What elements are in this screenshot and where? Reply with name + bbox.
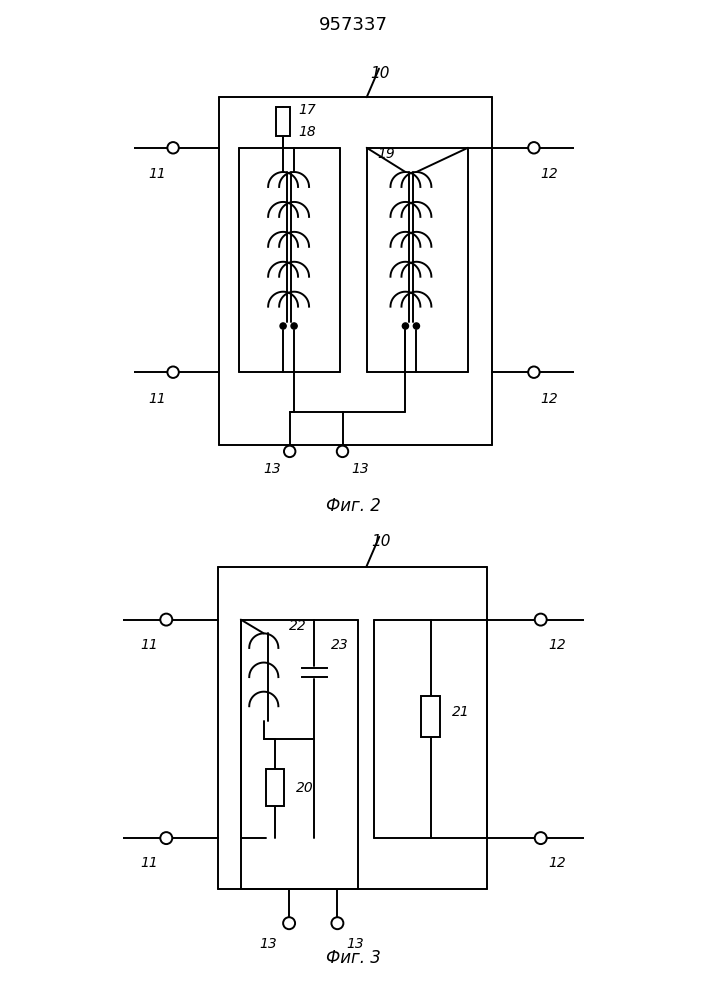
- Text: 13: 13: [346, 937, 364, 951]
- Text: 11: 11: [149, 167, 167, 181]
- Circle shape: [168, 142, 179, 154]
- Text: 12: 12: [540, 392, 558, 406]
- Circle shape: [160, 832, 173, 844]
- Text: 17: 17: [298, 103, 316, 117]
- Text: Фиг. 3: Фиг. 3: [326, 949, 381, 967]
- Text: 20: 20: [296, 780, 314, 794]
- Text: Фиг. 2: Фиг. 2: [326, 497, 381, 515]
- Text: 10: 10: [370, 66, 390, 81]
- Circle shape: [160, 614, 173, 626]
- Circle shape: [402, 323, 409, 329]
- Text: 19: 19: [378, 147, 395, 161]
- Circle shape: [291, 323, 297, 329]
- Bar: [421, 696, 440, 737]
- Text: 21: 21: [452, 705, 469, 719]
- Text: 22: 22: [289, 619, 307, 634]
- Text: 13: 13: [263, 462, 281, 476]
- Text: 13: 13: [351, 462, 369, 476]
- Circle shape: [332, 917, 344, 929]
- Circle shape: [534, 614, 547, 626]
- Bar: [266, 769, 284, 806]
- Circle shape: [283, 917, 295, 929]
- Bar: [276, 107, 290, 136]
- Text: 11: 11: [149, 392, 167, 406]
- Text: 957337: 957337: [319, 16, 388, 34]
- Text: 11: 11: [140, 638, 158, 652]
- Text: 12: 12: [540, 167, 558, 181]
- Circle shape: [168, 366, 179, 378]
- Text: 11: 11: [140, 856, 158, 870]
- Text: 10: 10: [371, 534, 391, 549]
- Text: 23: 23: [331, 638, 349, 652]
- Text: 12: 12: [548, 638, 566, 652]
- Circle shape: [534, 832, 547, 844]
- Text: 12: 12: [548, 856, 566, 870]
- Circle shape: [528, 142, 539, 154]
- Text: 13: 13: [259, 937, 277, 951]
- Circle shape: [528, 366, 539, 378]
- Text: 18: 18: [298, 125, 316, 139]
- Circle shape: [280, 323, 286, 329]
- Circle shape: [337, 446, 349, 457]
- Circle shape: [414, 323, 419, 329]
- Circle shape: [284, 446, 296, 457]
